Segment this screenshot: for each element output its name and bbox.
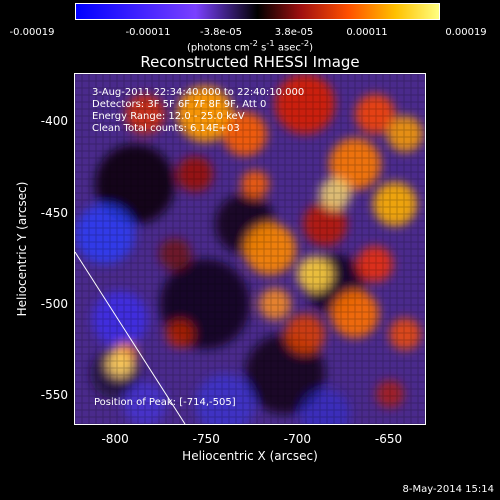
y-tick-label: -450	[40, 205, 68, 220]
colorbar-tick-label: -0.00011	[125, 27, 171, 38]
y-axis-label: Heliocentric Y (arcsec)	[15, 181, 29, 317]
rhessi-image	[75, 74, 425, 424]
x-tick-label: -800	[101, 432, 129, 446]
x-tick-label: -750	[192, 432, 220, 446]
y-tick-label: -500	[40, 296, 68, 311]
x-tick-label: -650	[374, 432, 403, 446]
peak-position-text: Position of Peak: [-714,-505]	[94, 397, 236, 408]
pixel-grid-overlay	[75, 74, 425, 424]
colorbar-tick-label: 0.00011	[346, 27, 388, 38]
x-axis-label: Heliocentric X (arcsec)	[182, 449, 318, 463]
image-title: Reconstructed RHESSI Image	[140, 53, 360, 71]
solar-limb-line	[75, 251, 186, 424]
colorbar-units: (photons cm-2 s-1 asec-2)	[186, 38, 314, 54]
colorbar-tick-label: 3.8e-05	[274, 27, 314, 38]
x-tick-label: -700	[283, 432, 312, 446]
clean-counts-text: Clean Total counts: 6.14E+03	[92, 123, 240, 134]
time-range-text: 3-Aug-2011 22:34:40.000 to 22:40:10.000	[92, 87, 305, 98]
detectors-text: Detectors: 3F 5F 6F 7F 8F 9F, Att 0	[92, 99, 267, 110]
colorbar	[75, 3, 440, 20]
y-tick-label: -550	[40, 387, 68, 402]
colorbar-tick-label: 0.00019	[445, 27, 487, 38]
rhessi-image-plot	[74, 73, 426, 425]
y-tick-label: -400	[40, 114, 68, 129]
colorbar-tick-label: -3.8e-05	[200, 27, 242, 38]
colorbar-tick-label: -0.00019	[9, 27, 55, 38]
footer-date: 8-May-2014 15:14	[402, 484, 494, 495]
energy-range-text: Energy Range: 12.0 - 25.0 keV	[92, 111, 245, 122]
